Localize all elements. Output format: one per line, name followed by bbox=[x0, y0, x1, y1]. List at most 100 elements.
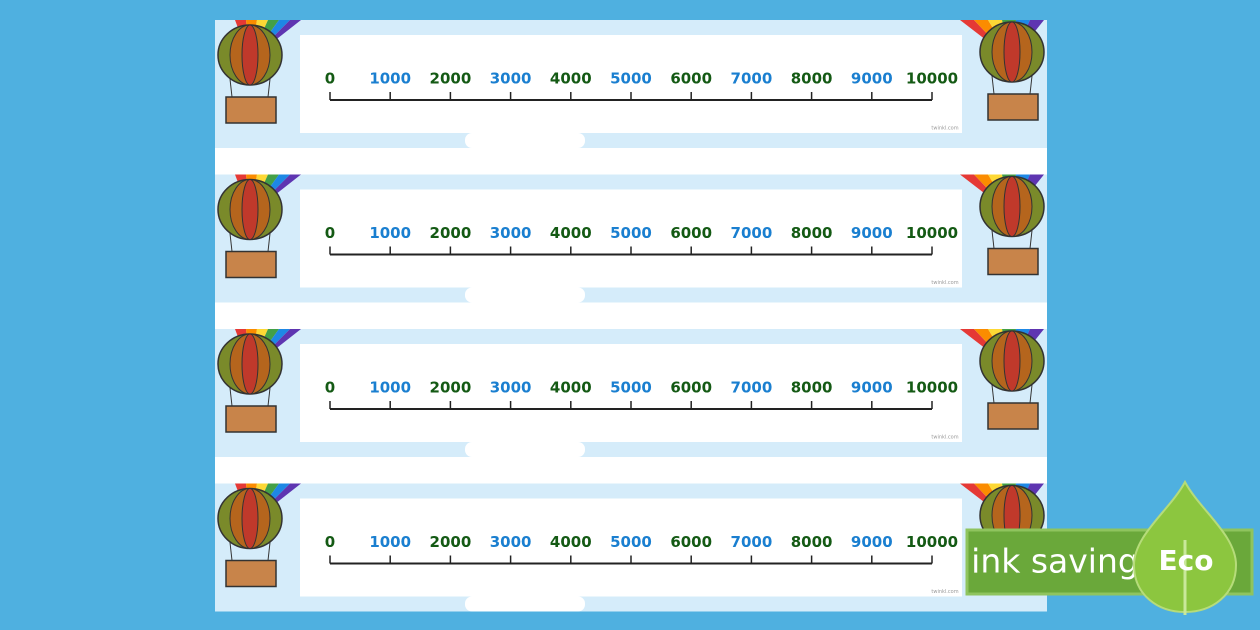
rope bbox=[1029, 384, 1033, 404]
number-strip: 0 1000 2000 3000 4000 5000 6000 7000 8000 9000 100… bbox=[215, 174, 1047, 303]
number-label: 6000 bbox=[670, 379, 712, 397]
balloon bbox=[979, 330, 1045, 430]
number-label: 5000 bbox=[610, 379, 652, 397]
rope bbox=[229, 542, 233, 561]
rope bbox=[267, 387, 271, 407]
number-label: 3000 bbox=[490, 70, 532, 88]
number-label: 0 bbox=[325, 224, 335, 242]
balloon-stripe bbox=[241, 24, 259, 86]
watermark: twinkl.com bbox=[931, 435, 958, 441]
number-label: 2000 bbox=[430, 533, 472, 551]
number-label: 7000 bbox=[731, 533, 773, 551]
number-label: 0 bbox=[325, 379, 335, 397]
balloon bbox=[217, 487, 283, 588]
watermark: twinkl.com bbox=[931, 280, 958, 286]
number-label: 1000 bbox=[369, 224, 411, 242]
number-strip: 0 1000 2000 3000 4000 5000 6000 7000 8000 9000 100… bbox=[215, 329, 1047, 457]
rope bbox=[991, 384, 995, 404]
basket bbox=[225, 96, 277, 124]
number-label: 10000 bbox=[906, 224, 958, 242]
number-label: 8000 bbox=[791, 533, 833, 551]
eco-badge: ink saving Eco bbox=[965, 479, 1254, 615]
basket bbox=[987, 402, 1039, 430]
basket bbox=[225, 559, 277, 588]
number-label: 10000 bbox=[906, 533, 958, 551]
eco-text: Eco bbox=[1159, 544, 1214, 577]
balloon bbox=[979, 175, 1045, 276]
rope bbox=[229, 233, 233, 252]
number-label: 9000 bbox=[851, 533, 893, 551]
number-strip: 0 1000 2000 3000 4000 5000 6000 7000 8000 9000 100… bbox=[215, 20, 1047, 148]
basket bbox=[987, 247, 1039, 276]
strip-panel bbox=[300, 35, 962, 133]
balloon-stripe bbox=[1003, 330, 1021, 392]
number-label: 6000 bbox=[670, 224, 712, 242]
rope bbox=[229, 387, 233, 407]
cloud bbox=[465, 133, 585, 148]
rope bbox=[1029, 75, 1033, 95]
number-label: 2000 bbox=[430, 379, 472, 397]
badge-text: ink saving bbox=[971, 542, 1139, 581]
number-label: 8000 bbox=[791, 70, 833, 88]
balloon-stripe bbox=[241, 333, 259, 395]
number-label: 9000 bbox=[851, 70, 893, 88]
rope bbox=[267, 542, 271, 561]
number-label: 7000 bbox=[731, 379, 773, 397]
cloud bbox=[465, 596, 585, 612]
strip-panel bbox=[300, 189, 962, 288]
number-label: 0 bbox=[325, 533, 335, 551]
rope bbox=[991, 75, 995, 95]
basket bbox=[225, 250, 277, 279]
number-label: 4000 bbox=[550, 533, 592, 551]
cloud bbox=[465, 442, 585, 457]
number-label: 7000 bbox=[731, 224, 773, 242]
number-label: 5000 bbox=[610, 533, 652, 551]
number-label: 1000 bbox=[369, 70, 411, 88]
number-label: 6000 bbox=[670, 70, 712, 88]
number-label: 4000 bbox=[550, 224, 592, 242]
balloon bbox=[217, 24, 283, 124]
number-label: 3000 bbox=[490, 379, 532, 397]
number-label: 0 bbox=[325, 70, 335, 88]
strips: 0 1000 2000 3000 4000 5000 6000 7000 8000 9000 100… bbox=[215, 20, 1047, 612]
number-label: 10000 bbox=[906, 70, 958, 88]
number-label: 9000 bbox=[851, 224, 893, 242]
watermark: twinkl.com bbox=[931, 126, 958, 132]
number-label: 4000 bbox=[550, 379, 592, 397]
strip-panel bbox=[300, 344, 962, 442]
number-label: 8000 bbox=[791, 224, 833, 242]
number-label: 4000 bbox=[550, 70, 592, 88]
number-label: 3000 bbox=[490, 533, 532, 551]
rope bbox=[229, 78, 233, 98]
rope bbox=[267, 233, 271, 252]
balloon-stripe bbox=[241, 179, 259, 240]
number-label: 3000 bbox=[490, 224, 532, 242]
balloon bbox=[979, 21, 1045, 121]
number-label: 9000 bbox=[851, 379, 893, 397]
number-label: 1000 bbox=[369, 533, 411, 551]
number-label: 5000 bbox=[610, 70, 652, 88]
basket bbox=[987, 93, 1039, 121]
number-label: 7000 bbox=[731, 70, 773, 88]
balloon-stripe bbox=[1003, 21, 1021, 83]
number-label: 6000 bbox=[670, 533, 712, 551]
basket bbox=[225, 405, 277, 433]
number-strip: 0 1000 2000 3000 4000 5000 6000 7000 8000 9000 100… bbox=[215, 483, 1047, 612]
number-label: 10000 bbox=[906, 379, 958, 397]
strip-panel bbox=[300, 498, 962, 597]
rope bbox=[1029, 230, 1033, 249]
watermark: twinkl.com bbox=[931, 589, 958, 595]
rope bbox=[267, 78, 271, 98]
number-label: 8000 bbox=[791, 379, 833, 397]
balloon-stripe bbox=[1003, 176, 1021, 237]
number-label: 5000 bbox=[610, 224, 652, 242]
cloud bbox=[465, 287, 585, 303]
number-label: 1000 bbox=[369, 379, 411, 397]
balloon bbox=[217, 178, 283, 279]
rope bbox=[991, 230, 995, 249]
number-label: 2000 bbox=[430, 70, 472, 88]
balloon bbox=[217, 333, 283, 433]
number-label: 2000 bbox=[430, 224, 472, 242]
